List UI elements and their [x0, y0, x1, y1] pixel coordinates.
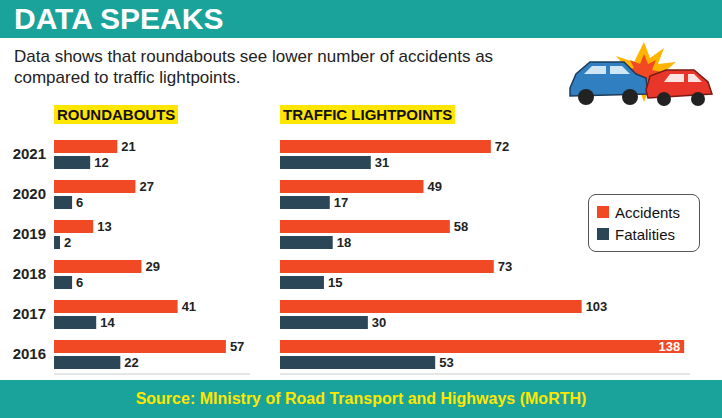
svg-text:29: 29 [145, 259, 159, 274]
svg-text:53: 53 [439, 355, 453, 370]
svg-text:41: 41 [182, 299, 196, 314]
svg-text:21: 21 [121, 139, 135, 154]
svg-text:15: 15 [328, 275, 342, 290]
svg-text:49: 49 [428, 179, 442, 194]
svg-text:22: 22 [124, 355, 138, 370]
svg-text:57: 57 [230, 339, 244, 354]
html-text:Data shows that roundabouts se: Data shows that roundabouts see lower nu… [14, 47, 494, 88]
svg-text:6: 6 [76, 195, 83, 210]
svg-text:6: 6 [76, 275, 83, 290]
svg-text:2: 2 [64, 235, 71, 250]
svg-text:138: 138 [658, 339, 680, 354]
svg-text:31: 31 [375, 155, 389, 170]
svg-text:2018: 2018 [13, 265, 46, 282]
svg-text:2021: 2021 [13, 145, 46, 162]
svg-text:2020: 2020 [13, 185, 46, 202]
svg-text:2019: 2019 [13, 225, 46, 242]
html-text:ROUNDABOUTS: ROUNDABOUTS [57, 106, 176, 123]
svg-text:73: 73 [498, 259, 512, 274]
svg-text:30: 30 [372, 315, 386, 330]
svg-text:14: 14 [100, 315, 115, 330]
svg-text:2016: 2016 [13, 345, 46, 362]
html-text:Accidents: Accidents [615, 203, 680, 221]
svg-text:103: 103 [586, 299, 608, 314]
svg-text:58: 58 [454, 219, 468, 234]
svg-text:17: 17 [334, 195, 348, 210]
html-text:Source: MInistry of Road Trans: Source: MInistry of Road Transport and H… [135, 390, 587, 407]
svg-text:13: 13 [97, 219, 111, 234]
html-text:DATA SPEAKS: DATA SPEAKS [14, 2, 224, 35]
svg-text:18: 18 [337, 235, 351, 250]
html-text:TRAFFIC LIGHTPOINTS: TRAFFIC LIGHTPOINTS [283, 106, 453, 123]
svg-text:2017: 2017 [13, 305, 46, 322]
html-text:Fatalities: Fatalities [615, 225, 675, 243]
svg-text:27: 27 [139, 179, 153, 194]
svg-text:12: 12 [94, 155, 108, 170]
svg-text:72: 72 [495, 139, 509, 154]
